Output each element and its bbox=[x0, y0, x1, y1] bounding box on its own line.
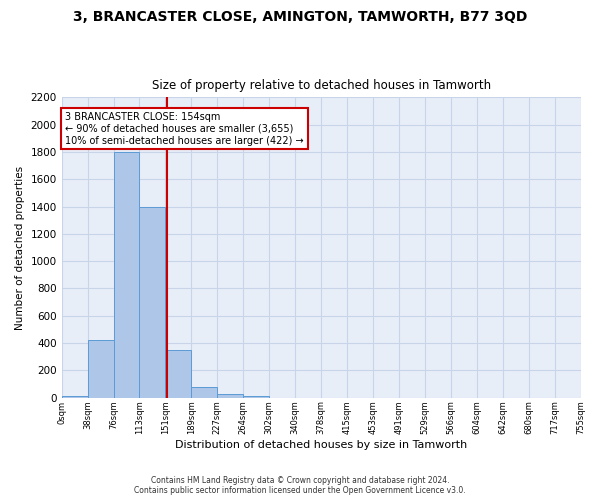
Text: Contains HM Land Registry data © Crown copyright and database right 2024.
Contai: Contains HM Land Registry data © Crown c… bbox=[134, 476, 466, 495]
X-axis label: Distribution of detached houses by size in Tamworth: Distribution of detached houses by size … bbox=[175, 440, 467, 450]
Text: 3 BRANCASTER CLOSE: 154sqm
← 90% of detached houses are smaller (3,655)
10% of s: 3 BRANCASTER CLOSE: 154sqm ← 90% of deta… bbox=[65, 112, 304, 146]
Y-axis label: Number of detached properties: Number of detached properties bbox=[15, 166, 25, 330]
Bar bbox=[243, 396, 269, 398]
Title: Size of property relative to detached houses in Tamworth: Size of property relative to detached ho… bbox=[152, 79, 491, 92]
Bar bbox=[62, 396, 88, 398]
Bar bbox=[166, 350, 191, 398]
Bar bbox=[191, 386, 217, 398]
Bar bbox=[88, 340, 113, 398]
Bar bbox=[113, 152, 139, 398]
Bar bbox=[217, 394, 243, 398]
Text: 3, BRANCASTER CLOSE, AMINGTON, TAMWORTH, B77 3QD: 3, BRANCASTER CLOSE, AMINGTON, TAMWORTH,… bbox=[73, 10, 527, 24]
Bar bbox=[139, 206, 166, 398]
